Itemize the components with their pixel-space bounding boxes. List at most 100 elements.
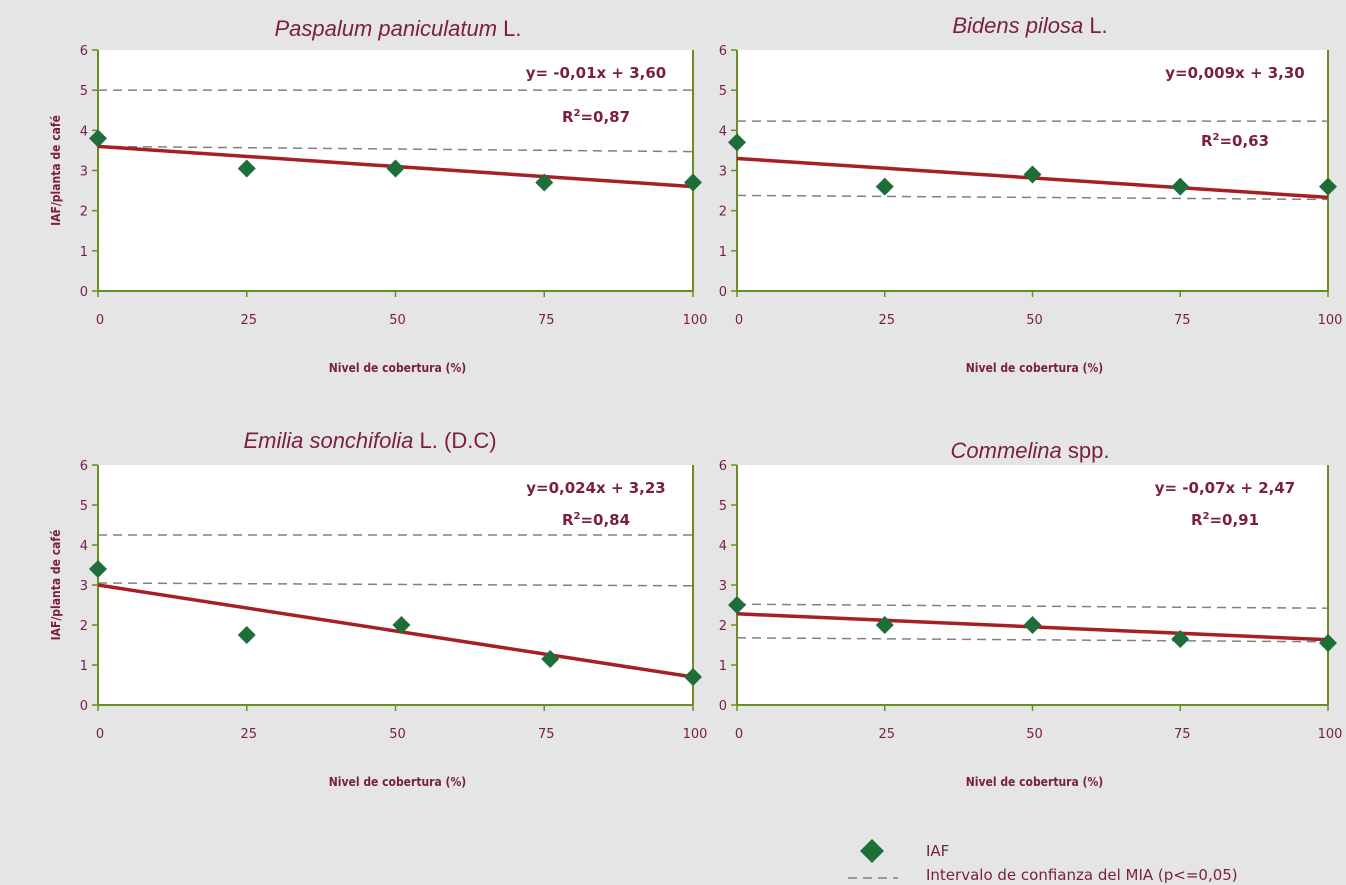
chart-title: Paspalum paniculatum L. [274, 16, 521, 41]
data-point [392, 616, 411, 634]
r-squared-value: =0,87 [580, 108, 630, 126]
y-tick-label: 4 [719, 539, 727, 554]
data-point [684, 668, 702, 686]
y-axis-label: IAF/planta de café [49, 530, 63, 641]
chart-title-italic: Paspalum paniculatum [274, 16, 497, 41]
y-tick-label: 0 [80, 699, 88, 714]
x-tick-label: 0 [96, 313, 104, 328]
x-tick-label: 100 [1318, 313, 1343, 328]
y-tick-label: 2 [80, 205, 88, 220]
legend-iaf-marker [860, 839, 884, 863]
r-squared-superscript: 2 [1203, 511, 1210, 522]
y-tick-label: 2 [80, 619, 88, 634]
data-point [728, 133, 746, 152]
x-axis-label: Nivel de cobertura (%) [966, 361, 1104, 375]
x-tick-label: 25 [240, 313, 257, 328]
data-point [1319, 634, 1337, 652]
y-tick-label: 1 [719, 245, 727, 260]
data-point [237, 626, 256, 644]
y-tick-label: 4 [719, 124, 727, 139]
x-tick-label: 0 [735, 727, 743, 742]
y-axis-label: IAF/planta de café [49, 115, 63, 226]
x-tick-label: 100 [683, 727, 708, 742]
x-tick-label: 75 [1174, 727, 1191, 742]
legend-iaf-label: IAF [926, 842, 949, 860]
y-tick-label: 3 [80, 579, 88, 594]
chart-panel-1: 0 1 2 3 4 5 6 0 25 50 75 100 Paspalum paniculatum L.… [49, 16, 707, 375]
r-squared-superscript: 2 [1213, 132, 1220, 143]
data-point [1023, 616, 1042, 634]
data-point [875, 616, 894, 634]
y-tick-label: 2 [719, 205, 727, 220]
y-tick-label: 0 [719, 699, 727, 714]
y-tick-label: 3 [80, 165, 88, 180]
regression-equation: y= -0,01x + 3,60 [526, 64, 667, 82]
chart-title-rest: spp. [1062, 438, 1110, 463]
y-tick-label: 5 [80, 499, 88, 514]
x-axis-label: Nivel de cobertura (%) [329, 361, 467, 375]
x-tick-label: 50 [389, 313, 406, 328]
chart-title-italic: Emilia sonchifolia [243, 428, 413, 453]
y-tick-label: 4 [80, 539, 88, 554]
plot-area [737, 465, 1328, 705]
chart-title-rest: L. [1083, 13, 1107, 38]
x-axis-label: Nivel de cobertura (%) [329, 775, 467, 789]
y-tick-label: 5 [719, 499, 727, 514]
y-tick-label: 1 [80, 659, 88, 674]
y-tick-label: 1 [719, 659, 727, 674]
r-squared-value: =0,63 [1219, 132, 1269, 150]
data-point [1023, 165, 1042, 184]
x-tick-label: 75 [538, 727, 555, 742]
data-point [1319, 177, 1337, 196]
regression-equation: y=0,009x + 3,30 [1165, 64, 1305, 82]
chart-title: Commelina spp. [951, 438, 1110, 463]
data-point [875, 177, 894, 196]
regression-equation: y=0,024x + 3,23 [526, 479, 666, 497]
r-squared: R2=0,87 [562, 108, 630, 126]
data-point [89, 129, 107, 148]
plot-area [98, 465, 693, 705]
y-tick-label: 0 [80, 285, 88, 300]
x-tick-label: 50 [1026, 313, 1043, 328]
x-tick-label: 0 [96, 727, 104, 742]
y-tick-label: 5 [719, 84, 727, 99]
legend: IAF Intervalo de confianza del MIA (p<=0… [848, 839, 1238, 884]
x-tick-label: 0 [735, 313, 743, 328]
y-tick-label: 6 [719, 459, 727, 474]
confidence-interval-line [736, 603, 1329, 609]
r-squared-prefix: R [562, 108, 574, 126]
data-point [1171, 630, 1190, 648]
legend-ci-label: Intervalo de confianza del MIA (p<=0,05) [926, 866, 1238, 884]
y-tick-label: 2 [719, 619, 727, 634]
chart-panel-3: 0 1 2 3 4 5 6 0 25 50 75 100 Emilia sonchifolia L. (… [49, 428, 707, 789]
chart-title-rest: L. [497, 16, 521, 41]
r-squared-superscript: 2 [574, 108, 581, 119]
y-tick-label: 0 [719, 285, 727, 300]
data-point [1171, 177, 1190, 196]
data-point [684, 173, 702, 192]
y-tick-label: 3 [719, 165, 727, 180]
r-squared-prefix: R [1191, 511, 1203, 529]
chart-title-rest: L. (D.C) [413, 428, 496, 453]
regression-equation: y= -0,07x + 2,47 [1155, 479, 1296, 497]
confidence-interval-line [736, 194, 1329, 201]
y-tick-label: 6 [80, 459, 88, 474]
data-point [728, 596, 746, 614]
r-squared-superscript: 2 [574, 511, 581, 522]
chart-panel-2: 0 1 2 3 4 5 6 0 25 50 75 100 Bidens pilosa L. y=0,009… [719, 13, 1343, 375]
confidence-interval-line [736, 637, 1329, 643]
data-point [89, 560, 107, 578]
y-tick-label: 6 [719, 44, 727, 59]
x-tick-label: 100 [683, 313, 708, 328]
r-squared-prefix: R [1201, 132, 1213, 150]
r-squared: R2=0,63 [1201, 132, 1269, 150]
r-squared: R2=0,91 [1191, 511, 1259, 529]
y-tick-label: 6 [80, 44, 88, 59]
x-tick-label: 25 [240, 727, 257, 742]
y-tick-label: 3 [719, 579, 727, 594]
x-axis-label: Nivel de cobertura (%) [966, 775, 1104, 789]
x-tick-label: 50 [1026, 727, 1043, 742]
x-tick-label: 100 [1318, 727, 1343, 742]
r-squared-value: =0,84 [580, 511, 630, 529]
